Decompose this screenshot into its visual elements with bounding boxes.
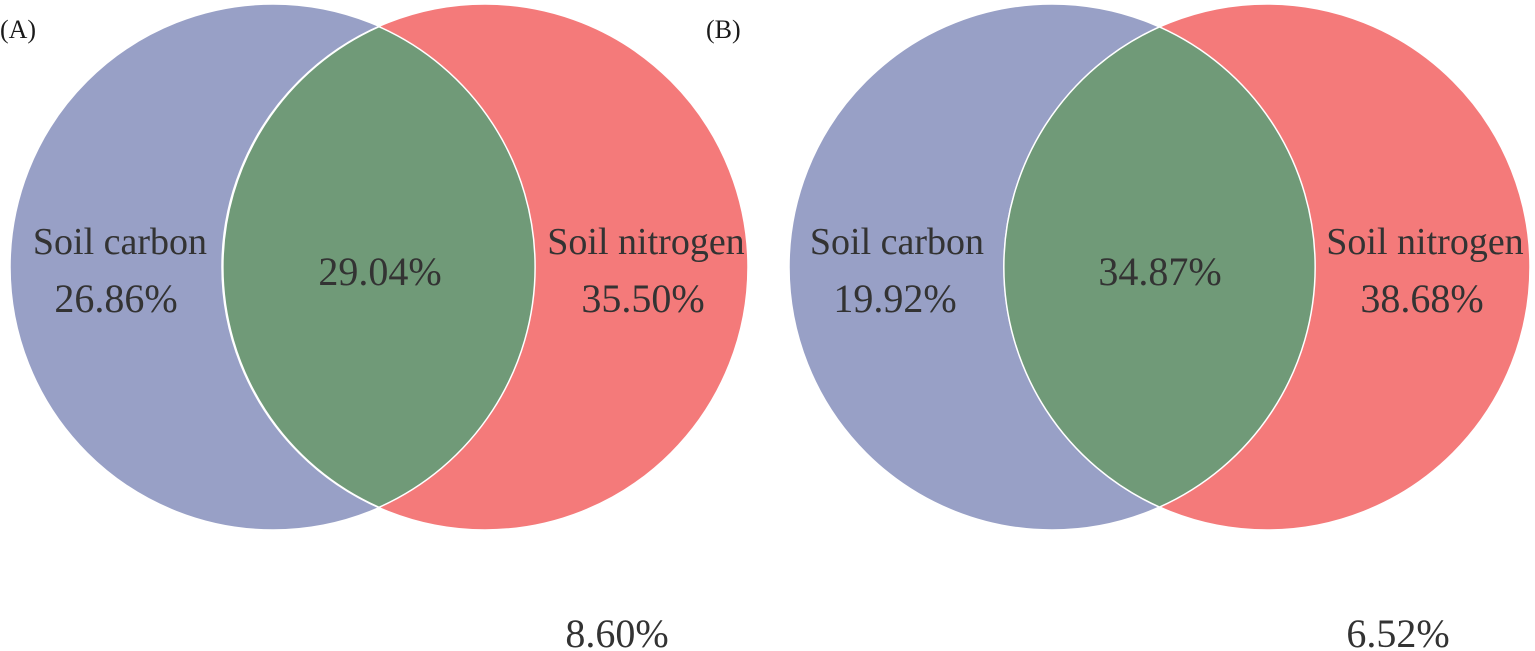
venn-panel-a: (A) Soil carbon 26.86% 29.04% Soil nitro… (0, 3, 749, 651)
overlap-region-b (1003, 26, 1316, 508)
overlap-region-a (222, 25, 536, 509)
soil-nitrogen-label-b: Soil nitrogen (1326, 221, 1523, 263)
soil-nitrogen-value-b: 38.68% (1360, 276, 1483, 321)
soil-carbon-label-a: Soil carbon (33, 221, 207, 263)
panel-label-b: (B) (706, 15, 741, 44)
soil-nitrogen-label-a: Soil nitrogen (547, 221, 744, 263)
soil-carbon-value-a: 26.86% (54, 276, 177, 321)
outside-value-b: 6.52% (1346, 611, 1449, 651)
soil-nitrogen-value-a: 35.50% (581, 276, 704, 321)
overlap-value-a: 29.04% (318, 249, 441, 294)
overlap-value-b: 34.87% (1098, 249, 1221, 294)
panel-label-a: (A) (0, 15, 36, 44)
soil-carbon-label-b: Soil carbon (810, 221, 984, 263)
soil-carbon-value-b: 19.92% (833, 276, 956, 321)
outside-value-a: 8.60% (565, 611, 668, 651)
venn-panel-b: (B) Soil carbon 19.92% 34.87% Soil nitro… (706, 3, 1531, 651)
